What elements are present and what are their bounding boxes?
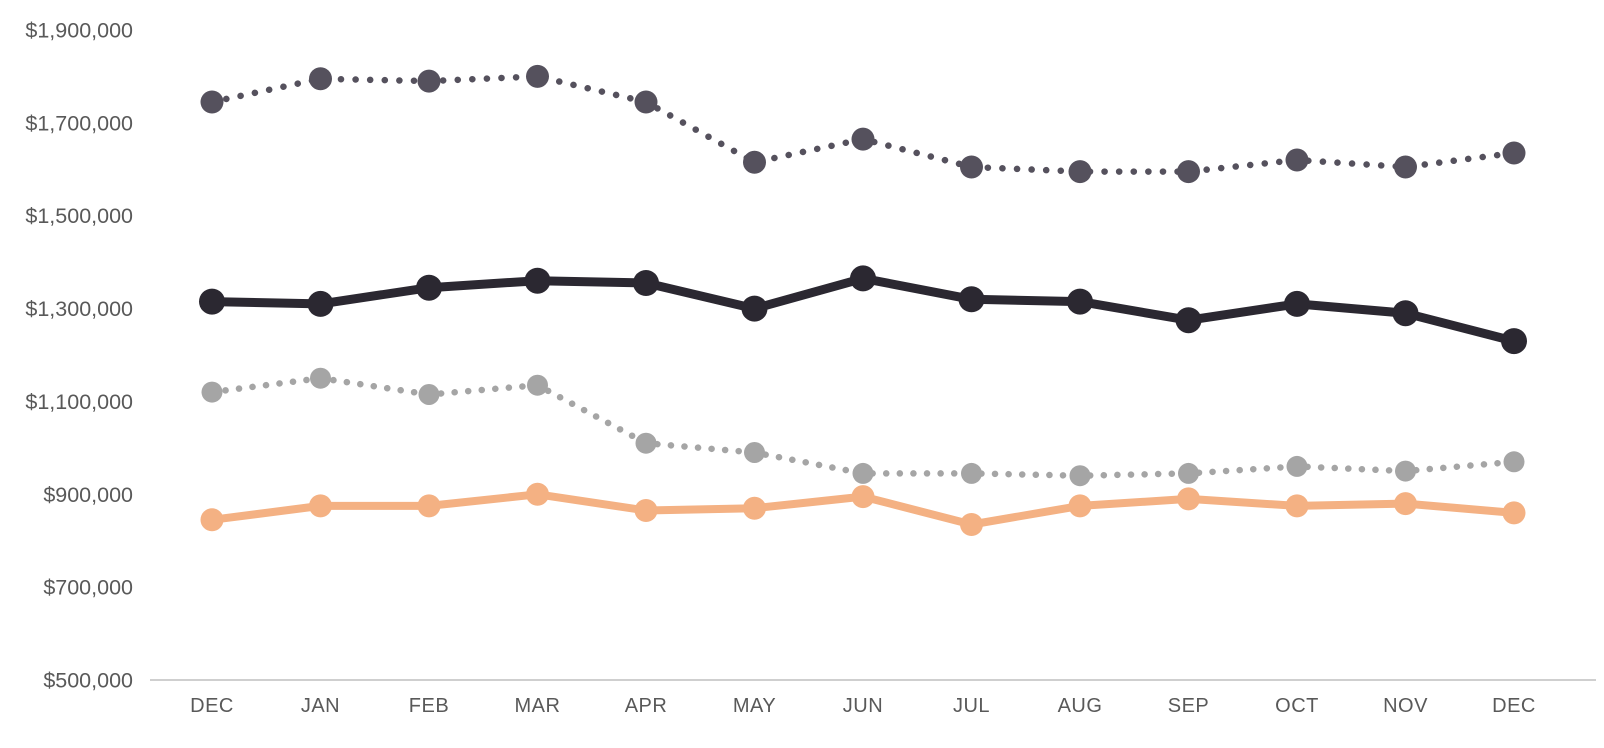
- data-point-marker-dark-slate-dotted: [634, 90, 658, 114]
- y-axis-tick-label: $500,000: [43, 669, 133, 693]
- data-point-marker-peach-solid: [960, 513, 983, 536]
- data-point-marker-gray-dotted: [527, 374, 548, 396]
- x-axis-tick-label: APR: [625, 695, 668, 717]
- x-axis-tick-label: JUN: [843, 695, 883, 717]
- y-axis-tick-label: $900,000: [43, 483, 133, 507]
- data-point-marker-dark-slate-dotted: [1502, 141, 1526, 165]
- data-point-marker-peach-solid: [1177, 487, 1200, 511]
- x-axis-tick-label: DEC: [190, 695, 234, 717]
- x-axis-tick-label: JUL: [953, 695, 990, 717]
- data-point-marker-gray-dotted: [1395, 460, 1416, 482]
- data-point-marker-black-solid: [307, 290, 334, 317]
- data-point-marker-dark-slate-dotted: [743, 150, 766, 174]
- data-point-marker-dark-slate-dotted: [526, 64, 549, 88]
- x-axis-tick-label: NOV: [1383, 695, 1428, 717]
- data-point-marker-gray-dotted: [1503, 451, 1525, 473]
- data-point-marker-dark-slate-dotted: [851, 127, 875, 151]
- y-axis-tick-label: $1,700,000: [25, 111, 133, 135]
- data-point-marker-dark-slate-dotted: [960, 155, 983, 179]
- data-point-marker-peach-solid: [1394, 492, 1417, 516]
- data-point-marker-black-solid: [1284, 290, 1310, 317]
- data-point-marker-dark-slate-dotted: [417, 69, 441, 93]
- y-axis-tick-label: $1,300,000: [25, 297, 133, 321]
- data-point-marker-gray-dotted: [310, 367, 331, 389]
- data-point-marker-gray-dotted: [1178, 462, 1199, 484]
- data-point-marker-black-solid: [958, 286, 985, 313]
- data-point-marker-gray-dotted: [635, 432, 657, 454]
- y-axis-tick-label: $1,100,000: [25, 390, 133, 414]
- data-point-marker-peach-solid: [634, 499, 658, 522]
- data-point-marker-peach-solid: [851, 485, 875, 509]
- data-point-marker-black-solid: [416, 274, 442, 301]
- x-axis-tick-label: AUG: [1058, 695, 1103, 717]
- data-point-marker-dark-slate-dotted: [1394, 155, 1417, 179]
- data-point-marker-dark-slate-dotted: [1285, 148, 1309, 172]
- data-point-marker-dark-slate-dotted: [200, 90, 224, 114]
- data-point-marker-peach-solid: [1502, 501, 1526, 525]
- data-point-marker-dark-slate-dotted: [1177, 160, 1200, 184]
- y-axis-tick-label: $700,000: [43, 576, 133, 600]
- data-point-marker-gray-dotted: [1286, 455, 1308, 477]
- data-point-marker-gray-dotted: [418, 384, 440, 405]
- data-point-marker-black-solid: [850, 265, 876, 292]
- x-axis-tick-label: SEP: [1168, 695, 1210, 717]
- data-point-marker-peach-solid: [200, 508, 224, 532]
- data-point-marker-peach-solid: [417, 494, 441, 518]
- data-point-marker-peach-solid: [309, 494, 332, 518]
- series-line-gray-dotted: [208, 374, 1518, 479]
- data-point-marker-dark-slate-dotted: [1068, 160, 1092, 184]
- x-axis-tick-label: JAN: [301, 695, 340, 717]
- data-point-marker-gray-dotted: [744, 442, 765, 463]
- data-point-marker-gray-dotted: [852, 462, 874, 484]
- y-axis-tick-label: $1,900,000: [25, 19, 133, 43]
- series-line-dark-slate-dotted: [208, 73, 1518, 175]
- data-point-marker-peach-solid: [526, 482, 549, 506]
- data-point-marker-gray-dotted: [201, 381, 223, 403]
- x-axis-tick-label: DEC: [1492, 695, 1536, 717]
- data-point-marker-gray-dotted: [1069, 465, 1091, 487]
- data-point-marker-peach-solid: [1285, 494, 1309, 518]
- data-point-marker-black-solid: [1501, 328, 1527, 355]
- data-point-marker-black-solid: [741, 295, 768, 322]
- data-point-marker-black-solid: [524, 267, 551, 294]
- x-axis-tick-label: MAY: [733, 695, 776, 717]
- data-point-marker-black-solid: [1175, 307, 1202, 334]
- x-axis-tick-label: MAR: [515, 695, 561, 717]
- data-point-marker-gray-dotted: [961, 462, 982, 484]
- data-point-marker-peach-solid: [1068, 494, 1092, 518]
- data-point-marker-black-solid: [1392, 300, 1419, 327]
- x-axis-tick-label: OCT: [1275, 695, 1319, 717]
- data-point-marker-black-solid: [1067, 288, 1093, 315]
- data-point-marker-dark-slate-dotted: [309, 67, 332, 91]
- data-point-marker-peach-solid: [743, 496, 766, 520]
- data-point-marker-black-solid: [633, 270, 659, 296]
- data-point-marker-black-solid: [199, 288, 225, 315]
- y-axis-tick-label: $1,500,000: [25, 204, 133, 228]
- x-axis-tick-label: FEB: [409, 695, 449, 717]
